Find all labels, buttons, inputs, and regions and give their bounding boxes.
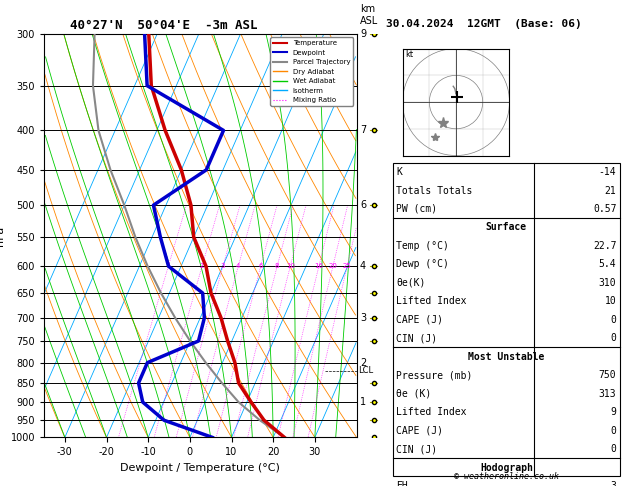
- Text: © weatheronline.co.uk: © weatheronline.co.uk: [454, 472, 559, 481]
- Text: EH: EH: [396, 481, 408, 486]
- Text: 2: 2: [200, 263, 204, 269]
- Text: 16: 16: [314, 263, 323, 269]
- Text: 6: 6: [360, 200, 366, 210]
- Text: kt: kt: [405, 50, 413, 59]
- Text: 310: 310: [599, 278, 616, 288]
- Text: Lifted Index: Lifted Index: [396, 407, 467, 417]
- X-axis label: Dewpoint / Temperature (°C): Dewpoint / Temperature (°C): [120, 463, 280, 473]
- Text: 5.4: 5.4: [599, 260, 616, 269]
- Text: 0: 0: [611, 444, 616, 454]
- Text: -14: -14: [599, 167, 616, 177]
- Text: 0: 0: [611, 315, 616, 325]
- Text: 0: 0: [611, 426, 616, 435]
- Text: 0: 0: [611, 333, 616, 343]
- Text: θe (K): θe (K): [396, 389, 431, 399]
- Text: 30.04.2024  12GMT  (Base: 06): 30.04.2024 12GMT (Base: 06): [386, 19, 582, 30]
- Text: 22.7: 22.7: [593, 241, 616, 251]
- Text: 21: 21: [604, 186, 616, 195]
- Text: 7: 7: [360, 125, 366, 136]
- Text: Hodograph: Hodograph: [480, 463, 533, 472]
- Text: 0.57: 0.57: [593, 204, 616, 214]
- Text: 1: 1: [166, 263, 170, 269]
- Text: Most Unstable: Most Unstable: [468, 352, 545, 362]
- Text: LCL: LCL: [359, 366, 374, 375]
- Text: Pressure (mb): Pressure (mb): [396, 370, 472, 380]
- Legend: Temperature, Dewpoint, Parcel Trajectory, Dry Adiabat, Wet Adiabat, Isotherm, Mi: Temperature, Dewpoint, Parcel Trajectory…: [270, 37, 353, 106]
- Text: 9: 9: [360, 29, 366, 39]
- Text: CAPE (J): CAPE (J): [396, 315, 443, 325]
- Text: 4: 4: [360, 261, 366, 271]
- Text: 6: 6: [259, 263, 263, 269]
- Text: 2: 2: [360, 358, 366, 367]
- Text: km
ASL: km ASL: [360, 4, 378, 26]
- Text: PW (cm): PW (cm): [396, 204, 437, 214]
- Text: 3: 3: [360, 313, 366, 323]
- Text: 25: 25: [343, 263, 352, 269]
- Text: CIN (J): CIN (J): [396, 444, 437, 454]
- Text: CAPE (J): CAPE (J): [396, 426, 443, 435]
- Text: 10: 10: [286, 263, 295, 269]
- Text: θe(K): θe(K): [396, 278, 426, 288]
- Text: 10: 10: [604, 296, 616, 306]
- Text: Dewp (°C): Dewp (°C): [396, 260, 449, 269]
- Text: Lifted Index: Lifted Index: [396, 296, 467, 306]
- Text: Totals Totals: Totals Totals: [396, 186, 472, 195]
- Text: 4: 4: [236, 263, 240, 269]
- Text: K: K: [396, 167, 402, 177]
- Text: 8: 8: [275, 263, 279, 269]
- Text: Temp (°C): Temp (°C): [396, 241, 449, 251]
- Text: 3: 3: [221, 263, 225, 269]
- Text: 3: 3: [611, 481, 616, 486]
- Text: CIN (J): CIN (J): [396, 333, 437, 343]
- Text: 20: 20: [328, 263, 337, 269]
- Text: 313: 313: [599, 389, 616, 399]
- Text: Surface: Surface: [486, 223, 527, 232]
- Text: 40°27'N  50°04'E  -3m ASL: 40°27'N 50°04'E -3m ASL: [70, 19, 257, 33]
- Y-axis label: hPa: hPa: [0, 226, 5, 246]
- Text: 750: 750: [599, 370, 616, 380]
- Text: 9: 9: [611, 407, 616, 417]
- Text: 1: 1: [360, 397, 366, 407]
